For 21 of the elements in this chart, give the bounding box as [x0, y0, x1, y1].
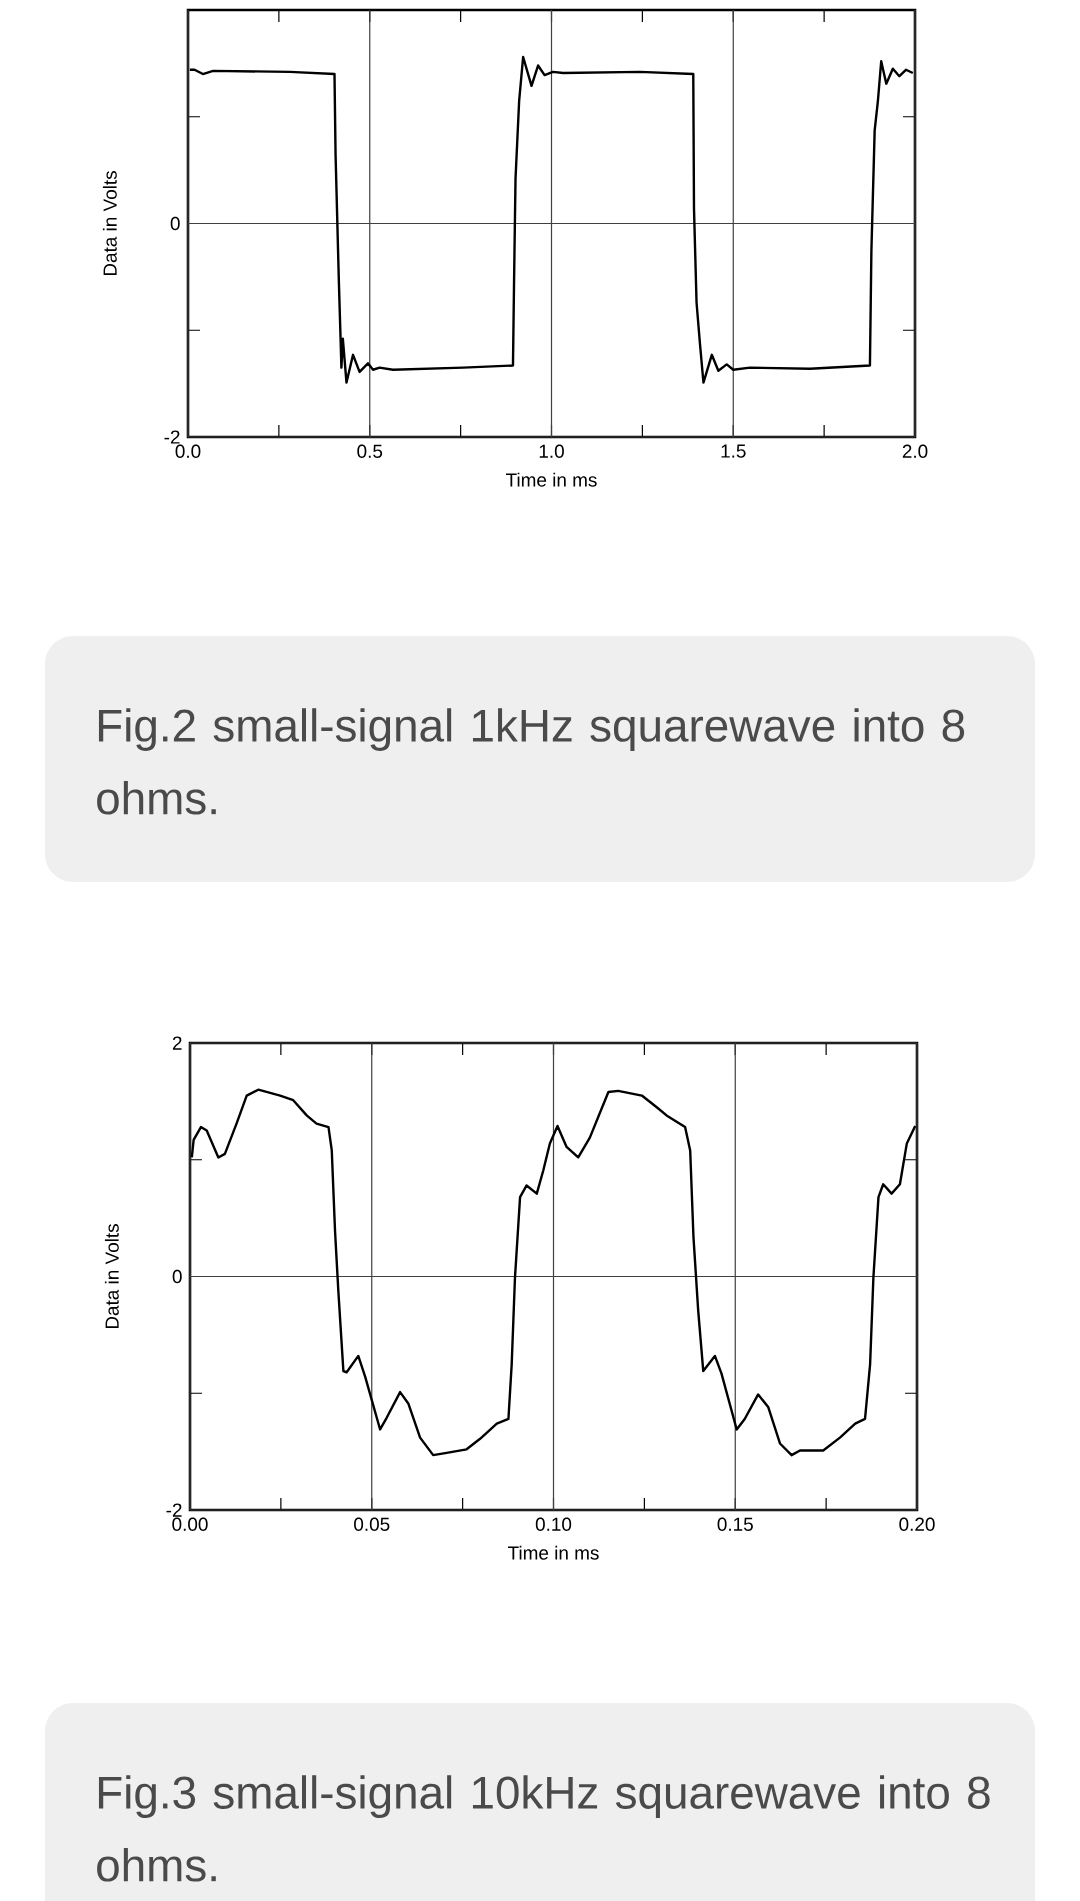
x-tick-label: 0.15 — [717, 1517, 753, 1531]
y-tick-label: -2 — [166, 1503, 182, 1517]
y-tick-label: -2 — [164, 430, 180, 444]
caption: Fig.3 small-signal 10kHz squarewave into 8 ohms. — [97, 1775, 990, 1882]
x-tick-label: 1.0 — [539, 444, 564, 458]
y-tick-label: 0 — [172, 1269, 182, 1284]
x-tick-label: 0.20 — [899, 1517, 935, 1531]
x-axis-title: Time in ms — [506, 472, 597, 487]
y-axis-title: Data in Volts — [104, 1224, 119, 1329]
y-axis-title: Data in Volts — [102, 171, 117, 276]
y-tick-label: 0 — [170, 216, 180, 231]
x-tick-label: 0.00 — [172, 1517, 208, 1531]
x-tick-label: 2.0 — [902, 444, 928, 458]
y-tick-label: 2 — [172, 1036, 182, 1050]
x-tick-label: 0.05 — [354, 1517, 390, 1531]
x-tick-label: 0.5 — [357, 444, 383, 458]
x-tick-label: 1.5 — [721, 444, 746, 458]
x-tick-label: 0.0 — [175, 444, 201, 458]
x-axis-title: Time in ms — [508, 1545, 599, 1560]
x-tick-label: 0.10 — [535, 1517, 572, 1531]
caption: Fig.2 small-signal 1kHz squarewave into 8 ohms. — [97, 708, 965, 815]
